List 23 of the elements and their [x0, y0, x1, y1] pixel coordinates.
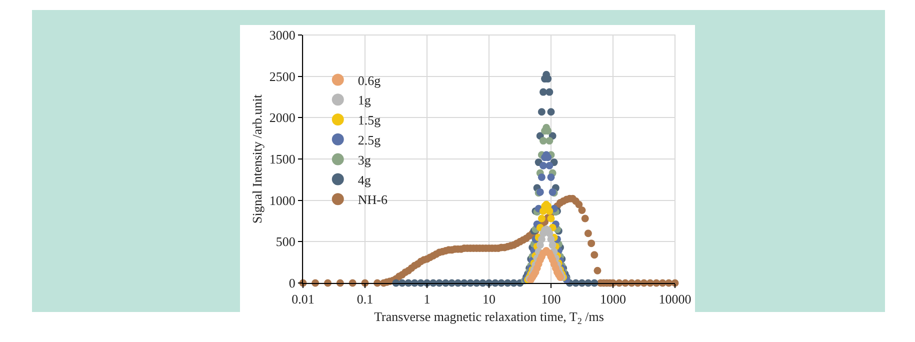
y-tick-label: 2000: [269, 110, 296, 126]
x-tick-label: 10: [482, 292, 496, 307]
x-tick-label: 0.1: [356, 292, 374, 307]
x-tick-label: 1000: [600, 292, 626, 307]
x-tick-label: 0.01: [292, 292, 314, 307]
x-tick-label: 1: [424, 292, 430, 307]
x-tick-label: 100: [541, 292, 561, 307]
y-tick-label: 3000: [269, 28, 296, 43]
y-axis-title: Signal Intensity /arb.unit: [249, 94, 264, 224]
x-tick-label: 10000: [658, 292, 692, 307]
legend-label: 2.5g: [358, 132, 382, 148]
y-tick-label: 1500: [269, 152, 296, 167]
y-tick-label: 2500: [269, 68, 296, 84]
x-axis-title: Transverse magnetic relaxation time, T$_{2}$ /ms: [374, 309, 604, 326]
legend-label: 3g: [358, 152, 372, 168]
y-tick-label: 500: [276, 234, 296, 250]
legend-label: 4g: [358, 172, 372, 188]
legend-label: 0.6g: [358, 72, 382, 88]
legend-label: NH-6: [358, 192, 388, 208]
y-tick-label: 1000: [269, 192, 296, 208]
legend-label: 1.5g: [358, 112, 382, 128]
legend-label: 1g: [358, 92, 372, 108]
y-tick-label: 0: [288, 276, 296, 291]
